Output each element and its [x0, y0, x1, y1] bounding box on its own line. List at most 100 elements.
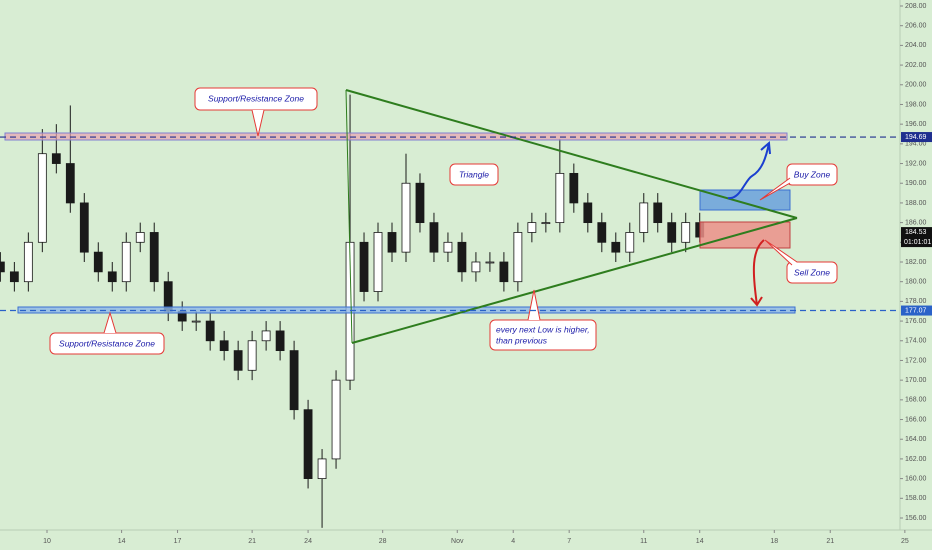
- level-label: 177.07: [905, 307, 927, 314]
- candle-body: [219, 340, 229, 352]
- candle-body: [275, 330, 285, 352]
- candle-body: [653, 202, 663, 224]
- callout-box: [786, 163, 838, 186]
- y-tick-label: 172.00: [905, 357, 927, 364]
- candle-body: [499, 261, 509, 283]
- y-tick-label: 198.00: [905, 101, 927, 108]
- y-tick-label: 192.00: [905, 160, 927, 167]
- x-tick-label: 14: [118, 538, 126, 545]
- y-tick-label: 196.00: [905, 121, 927, 128]
- y-tick-label: 190.00: [905, 180, 927, 187]
- y-tick-label: 162.00: [905, 456, 927, 463]
- y-tick-label: 208.00: [905, 3, 927, 10]
- callout-pointer: [103, 311, 117, 334]
- x-tick-label: 4: [511, 538, 515, 545]
- y-tick-label: 202.00: [905, 62, 927, 69]
- y-tick-label: 176.00: [905, 318, 927, 325]
- triangle-left: [345, 89, 353, 344]
- level-tag: [901, 305, 932, 316]
- candle-body: [555, 172, 565, 224]
- callout: Support/Resistance Zone: [194, 87, 318, 137]
- candle-body: [191, 320, 201, 323]
- candle-body: [513, 232, 523, 283]
- sell-zone: [699, 221, 791, 249]
- callout-box: [489, 319, 597, 351]
- y-tick-label: 204.00: [905, 42, 927, 49]
- candle-body: [471, 261, 481, 273]
- x-tick-label: 18: [770, 538, 778, 545]
- candle-body: [79, 202, 89, 253]
- callout-pointer: [759, 177, 791, 201]
- up-arrow-head: [760, 140, 771, 155]
- last-price: 184.53: [905, 229, 927, 236]
- down-arrow-head: [750, 296, 763, 307]
- candle-body: [0, 261, 5, 273]
- candle-body: [205, 320, 215, 342]
- x-tick-label: 17: [174, 538, 182, 545]
- candle-body: [93, 251, 103, 273]
- level-label: 194.69: [905, 134, 927, 141]
- callout-pointer: [764, 239, 798, 266]
- y-tick-label: 158.00: [905, 495, 927, 502]
- candle-body: [485, 261, 495, 264]
- callout-box: [449, 163, 499, 186]
- x-tick-label: 11: [640, 538, 647, 545]
- candle-body: [373, 232, 383, 292]
- candle-body: [611, 241, 621, 253]
- candle-body: [401, 182, 411, 253]
- candle-body: [625, 232, 635, 253]
- candle-body: [121, 241, 131, 283]
- up-arrow: [727, 142, 770, 200]
- candle-body: [429, 222, 439, 253]
- candle-body: [331, 379, 341, 460]
- candle-body: [9, 271, 19, 283]
- candle-body: [681, 222, 691, 243]
- x-tick-label: 21: [826, 538, 834, 545]
- candle-body: [51, 153, 61, 164]
- callout: Support/Resistance Zone: [49, 311, 165, 355]
- countdown: 01:01:01: [904, 239, 931, 246]
- candle-body: [149, 232, 159, 283]
- candle-body: [359, 241, 369, 292]
- candle-body: [443, 241, 453, 253]
- callout-text: Support/Resistance Zone: [59, 338, 155, 348]
- triangle-upper: [345, 89, 798, 219]
- x-tick-label: 24: [304, 538, 312, 545]
- y-tick-label: 166.00: [905, 416, 927, 423]
- x-tick-label: 21: [248, 538, 256, 545]
- x-tick-label: 14: [696, 538, 704, 545]
- callout: Triangle: [449, 163, 499, 186]
- callout-pointer: [251, 109, 265, 137]
- callout: Sell Zone: [764, 239, 838, 284]
- x-tick-label: 10: [43, 538, 51, 545]
- y-tick-label: 182.00: [905, 259, 927, 266]
- candle-body: [261, 330, 271, 342]
- y-tick-label: 178.00: [905, 298, 927, 305]
- candle-body: [415, 182, 425, 224]
- y-tick-label: 180.00: [905, 279, 927, 286]
- callout-box: [786, 261, 838, 284]
- y-tick-label: 206.00: [905, 23, 927, 30]
- candle-body: [247, 340, 257, 371]
- callout-text: Support/Resistance Zone: [208, 93, 304, 103]
- candle-body: [569, 172, 579, 204]
- candle-body: [233, 350, 243, 371]
- candle-body: [303, 409, 313, 480]
- y-tick-label: 168.00: [905, 397, 927, 404]
- triangle-lower: [351, 217, 798, 344]
- x-tick-label: 7: [567, 538, 571, 545]
- candle-body: [667, 222, 677, 243]
- price-tag: [901, 227, 932, 248]
- y-tick-label: 174.00: [905, 338, 927, 345]
- y-tick-label: 170.00: [905, 377, 927, 384]
- candle-body: [639, 202, 649, 233]
- down-arrow: [752, 239, 765, 306]
- callout: Buy Zone: [759, 163, 838, 201]
- candle-body: [541, 222, 551, 225]
- callout-text: Triangle: [459, 169, 489, 179]
- x-tick-label: Nov: [451, 538, 464, 545]
- candle-body: [457, 241, 467, 273]
- callout: every next Low is higher, than previous: [489, 289, 597, 351]
- y-tick-label: 186.00: [905, 219, 927, 226]
